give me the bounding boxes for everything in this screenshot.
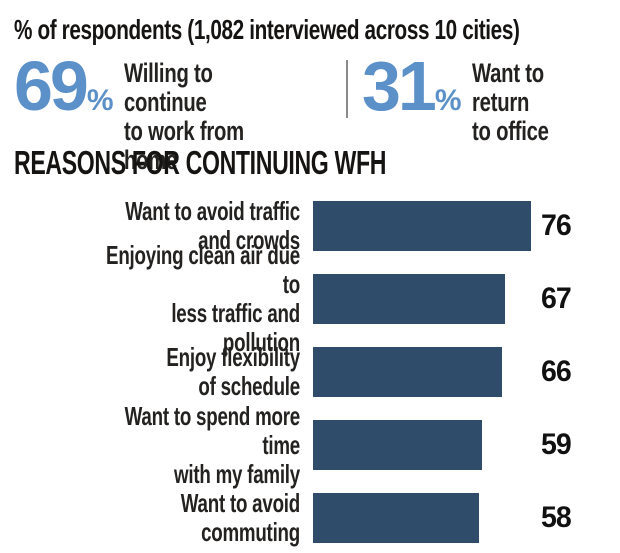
bar	[313, 493, 480, 543]
bar	[313, 420, 483, 470]
stat-continue-wfh-number: 69%	[14, 51, 114, 121]
bar-track	[313, 347, 531, 397]
bar	[313, 347, 503, 397]
stat-value: 69	[14, 47, 89, 125]
section-title: REASONS FOR CONTINUING WFH	[14, 144, 387, 181]
bar-row: Want to spend more time with my family 5…	[14, 401, 606, 488]
bar-label: Enjoying clean air due to less traffic a…	[106, 240, 300, 357]
stat-return-office-label: Want to return to office	[471, 58, 549, 146]
bar-value: 67	[541, 282, 572, 315]
bar-value: 76	[541, 209, 572, 242]
bar-label: Want to avoid commuting	[180, 488, 300, 547]
bar-row: Want to avoid traffic and crowds 76	[14, 196, 606, 256]
bar-label: Enjoy flexibility of schedule	[166, 342, 300, 401]
bar-track	[313, 201, 531, 251]
bar-track	[313, 420, 531, 470]
stat-continue-wfh-label: Willing to continue to work from home	[123, 58, 244, 175]
percent-sign: %	[86, 84, 114, 117]
bar-track	[313, 493, 531, 543]
page-title: % of respondents (1,082 interviewed acro…	[14, 14, 520, 45]
bar-row: Enjoy flexibility of schedule 66	[14, 342, 606, 402]
bar-track	[313, 274, 531, 324]
stat-value: 31	[362, 47, 437, 125]
bar-value: 59	[541, 428, 572, 461]
stat-return-office: 31% Want to return to office	[362, 51, 606, 146]
bar-value: 58	[541, 501, 572, 534]
bar-label: Want to spend more time with my family	[124, 400, 301, 489]
percent-sign: %	[434, 84, 462, 117]
stats-divider	[346, 60, 348, 118]
bar-row: Enjoying clean air due to less traffic a…	[14, 241, 606, 357]
stats-row: 69% Willing to continue to work from hom…	[14, 51, 606, 175]
bar-row: Want to avoid commuting 58	[14, 488, 606, 548]
bar-label: Want to avoid traffic and crowds	[125, 196, 300, 255]
bar	[313, 274, 506, 324]
stat-continue-wfh: 69% Willing to continue to work from hom…	[14, 51, 346, 175]
bar-value: 66	[541, 355, 572, 388]
bar	[313, 201, 531, 251]
stat-return-office-number: 31%	[362, 51, 462, 121]
bar-chart: Want to avoid traffic and crowds 76 Enjo…	[14, 196, 606, 548]
